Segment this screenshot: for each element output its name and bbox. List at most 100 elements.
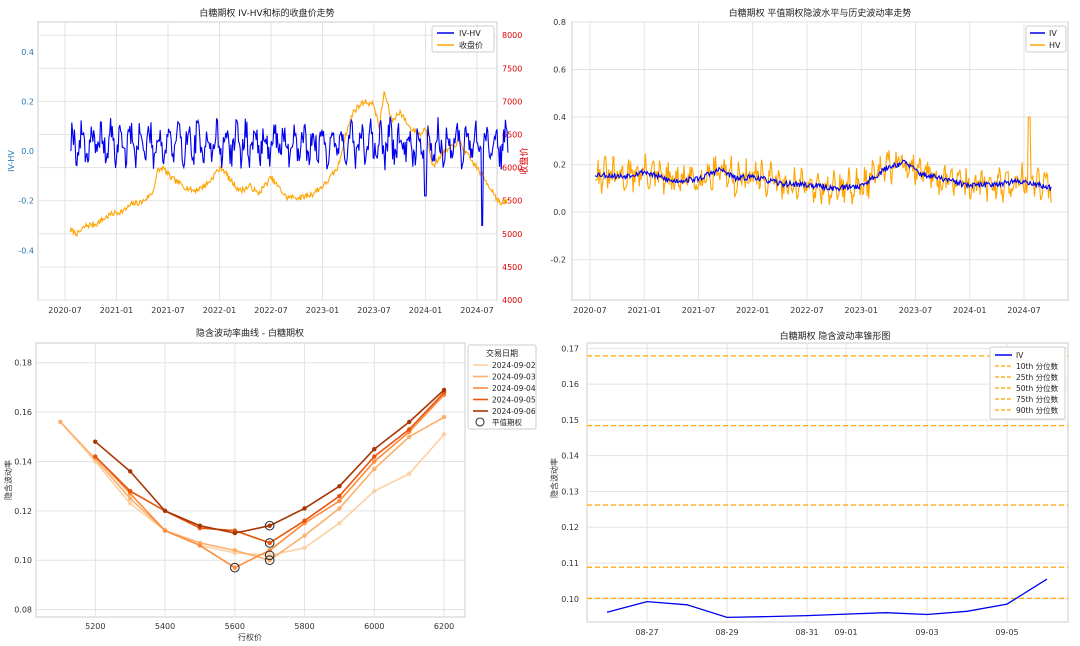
series-point xyxy=(127,496,133,501)
y2-tick-label: 4000 xyxy=(502,296,522,305)
y-tick-label: 0.0 xyxy=(21,147,34,156)
chart-title: 白糖期权 IV-HV和标的收盘价走势 xyxy=(199,7,334,19)
series-point xyxy=(302,533,307,538)
legend-label: 75th 分位数 xyxy=(1016,394,1059,404)
series-point xyxy=(372,454,377,459)
plot-area xyxy=(35,342,466,618)
series-hv xyxy=(595,116,1052,205)
series-point xyxy=(441,432,447,437)
x-tick-label: 08-27 xyxy=(635,628,658,637)
y2-tick-label: 4500 xyxy=(502,263,522,272)
x-tick-label: 2022-07 xyxy=(254,306,287,315)
x-tick-label: 5400 xyxy=(155,622,175,631)
y2-tick-label: 5500 xyxy=(502,197,522,206)
x-tick-label: 08-29 xyxy=(715,628,738,637)
y2-tick-label: 7000 xyxy=(502,97,522,106)
y-tick-label: 0.11 xyxy=(561,559,579,568)
series-point xyxy=(406,419,412,425)
x-tick-label: 2022-07 xyxy=(790,306,823,315)
series-point xyxy=(302,518,307,523)
chart-iv-hv: 2020-07 2021-01 2021-07 2022-01 2022-07 2023-… xyxy=(7,7,530,315)
y-axis-label: 隐含波动率 xyxy=(3,460,13,500)
series-point xyxy=(337,483,342,489)
series-iv xyxy=(594,159,1052,192)
chart-iv-cone: 08-27 08-29 08-31 09-01 09-03 09-05 0.10 0.11 0.… xyxy=(549,330,1069,637)
legend: IV-HV 收盘价 xyxy=(431,25,495,53)
y-tick-label: 0.16 xyxy=(561,380,579,389)
legend-label: 2024-09-05 xyxy=(492,396,536,405)
series-point xyxy=(162,508,168,514)
atm-marker xyxy=(264,550,275,561)
x-tick-label: 2023-07 xyxy=(357,306,390,315)
chart-iv-vs-hv: 2020-07 2021-01 2021-07 2022-01 2022-07 2023-… xyxy=(550,7,1069,315)
x-tick-label: 2024-07 xyxy=(1007,306,1040,315)
series-point xyxy=(337,493,342,499)
legend-title: 交易日期 xyxy=(486,348,518,358)
legend-label: IV xyxy=(1016,351,1024,360)
series-point xyxy=(232,565,238,570)
x-tick-label: 5800 xyxy=(294,622,314,631)
x-tick-label: 2021-01 xyxy=(100,306,133,315)
x-tick-label: 2021-07 xyxy=(682,306,715,315)
x-tick-label: 2024-01 xyxy=(953,306,986,315)
legend-label: IV-HV xyxy=(459,29,481,38)
x-axis-label: 行权价 xyxy=(238,632,262,642)
series-point xyxy=(232,548,238,553)
y-tick-label: -0.4 xyxy=(18,246,34,255)
chart-title: 白糖期权 平值期权隐波水平与历史波动率走势 xyxy=(729,7,912,19)
y-tick-label: -0.2 xyxy=(550,256,566,265)
y2-tick-label: 8000 xyxy=(502,31,522,40)
x-tick-label: 6000 xyxy=(364,622,384,631)
y2-axis-label: 收盘价 xyxy=(518,147,530,174)
legend-label: 2024-09-03 xyxy=(492,373,536,382)
series-point xyxy=(302,545,307,551)
series-iv-hv xyxy=(69,116,509,227)
x-tick-label: 5200 xyxy=(85,622,105,631)
series-point xyxy=(58,419,63,425)
chart-title: 白糖期权 隐含波动率锥形图 xyxy=(780,330,891,342)
series-point xyxy=(406,471,412,477)
x-tick-label: 2020-07 xyxy=(573,306,606,315)
x-tick-label: 2023-01 xyxy=(306,306,339,315)
series-point xyxy=(267,548,272,553)
y-axis-label: 隐含波动率 xyxy=(549,458,559,498)
y-tick-label: 0.12 xyxy=(14,507,32,516)
x-tick-label: 09-03 xyxy=(915,628,938,637)
x-tick-label: 2022-01 xyxy=(736,306,769,315)
legend-label: 2024-09-06 xyxy=(492,407,536,416)
series-point xyxy=(372,466,377,472)
legend-label: HV xyxy=(1049,41,1061,50)
series-point xyxy=(372,488,377,494)
series-point xyxy=(337,506,342,511)
legend-label: 10th 分位数 xyxy=(1016,361,1059,371)
y-tick-label: 0.16 xyxy=(14,408,32,417)
legend-label: 90th 分位数 xyxy=(1016,405,1059,415)
legend-label: 2024-09-02 xyxy=(492,361,536,370)
y-tick-label: -0.2 xyxy=(18,197,34,206)
x-tick-label: 2024-01 xyxy=(409,306,442,315)
y-tick-label: 0.10 xyxy=(14,556,32,565)
y-tick-label: 0.4 xyxy=(21,48,34,57)
y-tick-label: 0.13 xyxy=(561,487,579,496)
series-point xyxy=(267,540,272,546)
series-point xyxy=(372,446,377,452)
series-point xyxy=(232,530,238,536)
y2-tick-label: 7500 xyxy=(502,64,522,73)
legend-label: 收盘价 xyxy=(459,40,483,50)
y-tick-label: 0.15 xyxy=(561,416,579,425)
series-point xyxy=(337,520,342,526)
series-point xyxy=(162,528,168,533)
series-point xyxy=(127,469,133,474)
series-point xyxy=(267,523,272,528)
legend-label: 50th 分位数 xyxy=(1016,383,1059,393)
legend-label: 平值期权 xyxy=(492,417,522,427)
y2-tick-label: 5000 xyxy=(502,230,522,239)
x-tick-label: 09-05 xyxy=(995,628,1018,637)
series-line-2024-09-03 xyxy=(59,416,445,562)
y-tick-label: 0.14 xyxy=(14,457,32,466)
x-tick-label: 2024-07 xyxy=(460,306,493,315)
legend-label: IV xyxy=(1049,29,1057,38)
atm-marker xyxy=(264,538,275,548)
x-tick-label: 2023-01 xyxy=(845,306,878,315)
